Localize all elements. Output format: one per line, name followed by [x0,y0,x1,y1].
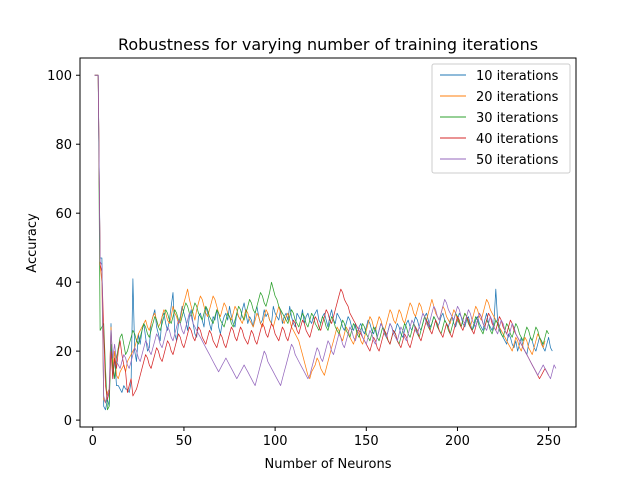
x-tick-label: 150 [354,434,379,449]
y-tick-label: 40 [55,276,72,291]
series-line-4 [94,74,549,400]
y-axis-label: Accuracy [25,213,40,273]
series-line-1 [94,74,553,411]
legend-box [431,63,571,174]
x-tick-label: 200 [445,434,470,449]
x-tick-label: 100 [263,434,288,449]
series-line-3 [94,74,549,411]
x-tick-label: 250 [536,434,561,449]
y-tick-label: 80 [55,138,72,153]
legend-label-2: 20 iterations [476,90,559,105]
plot-area: 0 50 100 150 200 250 0 20 40 60 80 100 [47,57,577,449]
legend: 10 iterations 20 iterations 30 iterations 4… [431,63,571,174]
x-axis-label: Number of Neurons [264,457,391,472]
x-tick-label: 0 [89,434,97,449]
chart-title: Robustness for varying number of trainin… [118,35,538,54]
legend-label-4: 40 iterations [476,132,559,147]
y-tick-label: 60 [55,207,72,222]
y-tick-label: 20 [55,345,72,360]
plot-frame [79,57,577,428]
legend-label-1: 10 iterations [476,69,559,84]
y-tick-label: 0 [64,414,72,429]
x-tick-label: 50 [176,434,193,449]
legend-label-3: 30 iterations [476,111,559,126]
y-tick-label: 100 [47,69,72,84]
legend-label-5: 50 iterations [476,153,559,168]
series-line-5 [94,74,557,404]
